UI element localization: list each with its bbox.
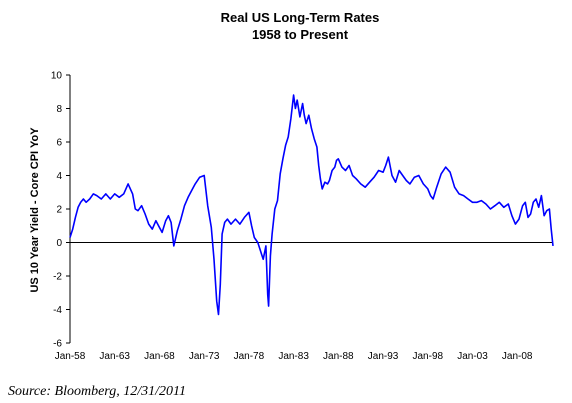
y-axis: -6 -4 -2 0 2 4 6 8 10	[51, 71, 71, 350]
x-tick-label: Jan-03	[457, 351, 488, 362]
y-tick-label: 0	[56, 238, 62, 249]
y-tick-label: -4	[53, 305, 62, 316]
chart-title: Real US Long-Term Rates	[221, 10, 380, 25]
chart-subtitle: 1958 to Present	[252, 27, 349, 42]
x-tick-label: Jan-63	[99, 351, 130, 362]
x-tick-label: Jan-78	[234, 351, 265, 362]
x-tick-label: Jan-58	[55, 351, 86, 362]
y-tick-label: 4	[56, 171, 62, 182]
source-note: Source: Bloomberg, 12/31/2011	[8, 384, 186, 399]
y-tick-label: 10	[51, 71, 63, 82]
x-tick-label: Jan-98	[412, 351, 443, 362]
series-line	[69, 94, 554, 316]
x-tick-label: Jan-08	[502, 351, 533, 362]
x-tick-label: Jan-73	[189, 351, 220, 362]
x-tick-label: Jan-88	[323, 351, 354, 362]
y-tick-label: -2	[53, 272, 62, 283]
x-tick-label: Jan-68	[144, 351, 175, 362]
y-tick-label: -6	[53, 339, 62, 350]
plot-area	[69, 94, 554, 316]
x-tick-label: Jan-93	[368, 351, 399, 362]
y-tick-label: 8	[56, 104, 62, 115]
y-tick-label: 6	[56, 138, 62, 149]
y-axis-label: US 10 Year Yield - Core CPI YoY	[29, 127, 41, 293]
x-axis: Jan-58 Jan-63 Jan-68 Jan-73 Jan-78 Jan-83 Jan-…	[55, 242, 553, 362]
y-tick-label: 2	[56, 205, 62, 216]
x-tick-label: Jan-83	[278, 351, 309, 362]
